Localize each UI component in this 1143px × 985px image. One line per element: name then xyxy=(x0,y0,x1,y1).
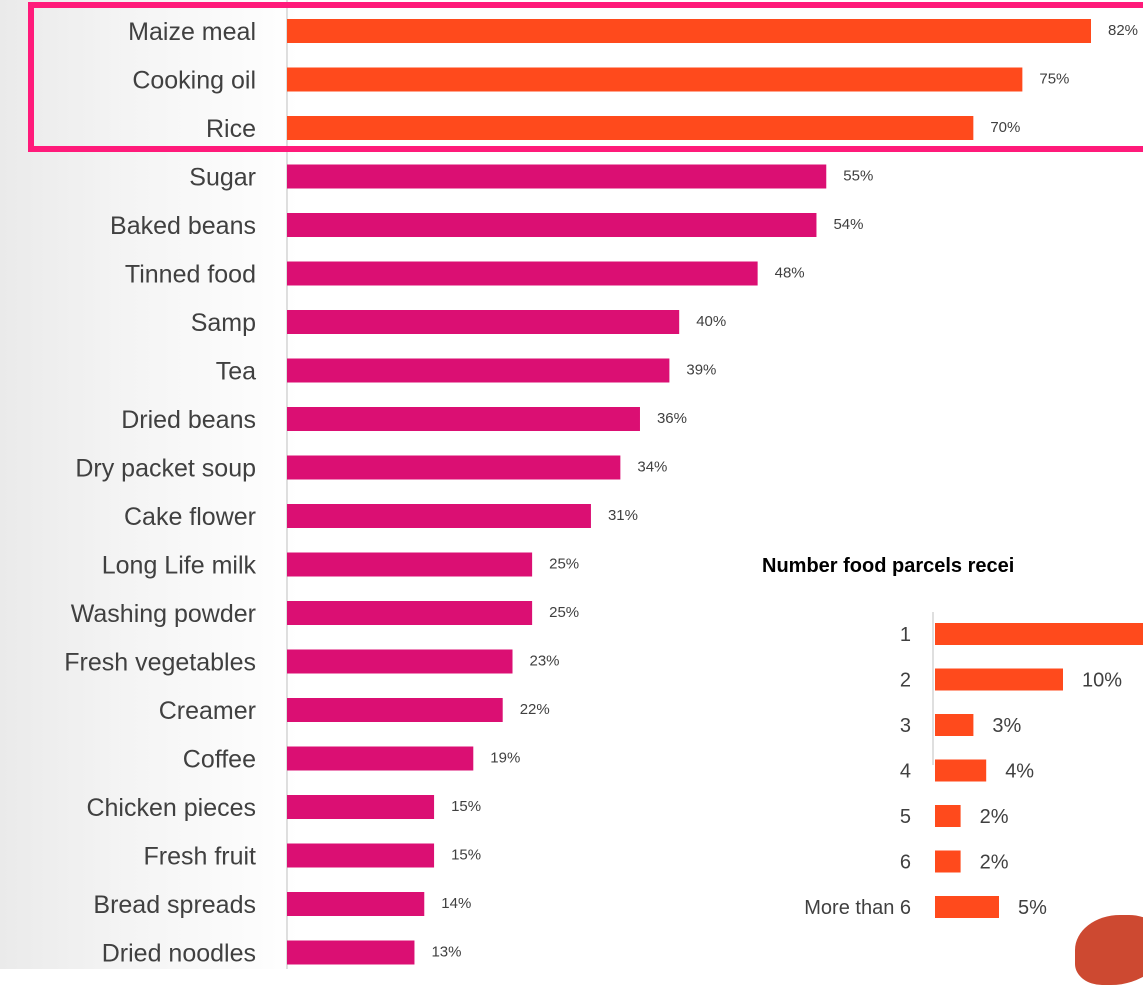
bar-creamer xyxy=(287,698,503,722)
bar-tea xyxy=(287,358,670,383)
category-label-bread-spreads: Bread spreads xyxy=(93,891,256,919)
parcels-value-6: 2% xyxy=(980,852,1009,874)
category-label-samp: Samp xyxy=(191,309,256,337)
parcels-category-2: 2 xyxy=(900,670,911,692)
bar-bread-spreads xyxy=(287,892,425,916)
value-label-tea: 39% xyxy=(686,362,716,379)
bar-cake-flower xyxy=(287,504,591,528)
parcels-category-4: 4 xyxy=(900,761,911,783)
value-label-fresh-vegetables: 23% xyxy=(530,653,560,670)
parcels-bar-1 xyxy=(935,623,1143,645)
bar-cooking-oil xyxy=(287,67,1023,92)
bar-samp xyxy=(287,310,680,334)
parcels-value-2: 10% xyxy=(1082,670,1122,692)
parcels-category-more-than-6: More than 6 xyxy=(804,897,911,919)
value-label-fresh-fruit: 15% xyxy=(451,847,481,864)
parcels-value-3: 3% xyxy=(992,715,1021,737)
bar-coffee xyxy=(287,746,474,771)
value-label-bread-spreads: 14% xyxy=(441,895,471,912)
category-label-baked-beans: Baked beans xyxy=(110,212,256,240)
value-label-sugar: 55% xyxy=(843,168,873,185)
parcels-bar-more-than-6 xyxy=(935,896,999,918)
parcels-chart-title: Number food parcels recei xyxy=(762,555,1014,577)
bar-maize-meal xyxy=(287,19,1091,43)
bar-dried-noodles xyxy=(287,940,415,965)
parcels-bar-4 xyxy=(935,759,987,782)
category-label-fresh-vegetables: Fresh vegetables xyxy=(64,649,256,677)
value-label-baked-beans: 54% xyxy=(833,216,863,233)
category-label-creamer: Creamer xyxy=(159,697,256,725)
category-label-cooking-oil: Cooking oil xyxy=(132,67,256,95)
category-label-rice: Rice xyxy=(206,115,256,143)
bar-tinned-food xyxy=(287,261,758,286)
value-label-maize-meal: 82% xyxy=(1108,22,1138,39)
bar-fresh-fruit xyxy=(287,843,435,868)
value-label-dried-beans: 36% xyxy=(657,410,687,427)
category-label-tinned-food: Tinned food xyxy=(125,261,256,289)
bar-sugar xyxy=(287,164,827,189)
category-label-fresh-fruit: Fresh fruit xyxy=(143,843,256,871)
category-label-long-life-milk: Long Life milk xyxy=(102,552,257,580)
parcels-bar-3 xyxy=(935,714,974,736)
value-label-coffee: 19% xyxy=(490,750,520,767)
value-label-washing-powder: 25% xyxy=(549,604,579,621)
value-label-rice: 70% xyxy=(990,119,1020,136)
value-label-long-life-milk: 25% xyxy=(549,556,579,573)
category-label-sugar: Sugar xyxy=(189,164,256,192)
parcels-value-5: 2% xyxy=(980,806,1009,828)
bar-dry-packet-soup xyxy=(287,455,621,480)
parcels-value-more-than-6: 5% xyxy=(1018,897,1047,919)
value-label-cake-flower: 31% xyxy=(608,507,638,524)
category-label-tea: Tea xyxy=(216,358,256,386)
category-label-washing-powder: Washing powder xyxy=(71,600,256,628)
parcels-bar-2 xyxy=(935,668,1063,691)
bar-rice xyxy=(287,116,974,140)
value-label-chicken-pieces: 15% xyxy=(451,798,481,815)
parcels-bar-5 xyxy=(935,805,961,827)
bar-fresh-vegetables xyxy=(287,649,513,674)
parcels-category-6: 6 xyxy=(900,852,911,874)
parcels-bar-6 xyxy=(935,850,961,873)
value-label-cooking-oil: 75% xyxy=(1039,71,1069,88)
parcels-category-1: 1 xyxy=(900,624,911,646)
value-label-dry-packet-soup: 34% xyxy=(637,459,667,476)
bar-dried-beans xyxy=(287,407,640,431)
category-label-dry-packet-soup: Dry packet soup xyxy=(75,455,256,483)
category-label-maize-meal: Maize meal xyxy=(128,18,256,46)
category-label-cake-flower: Cake flower xyxy=(124,503,256,531)
parcels-value-4: 4% xyxy=(1005,761,1034,783)
bar-long-life-milk xyxy=(287,552,533,577)
background-texture xyxy=(0,0,300,969)
category-label-dried-beans: Dried beans xyxy=(121,406,256,434)
parcels-category-3: 3 xyxy=(900,715,911,737)
category-label-dried-noodles: Dried noodles xyxy=(102,940,256,968)
bar-chicken-pieces xyxy=(287,795,435,819)
bar-washing-powder xyxy=(287,601,533,625)
category-label-coffee: Coffee xyxy=(183,746,256,774)
value-label-tinned-food: 48% xyxy=(775,265,805,282)
parcels-category-5: 5 xyxy=(900,806,911,828)
value-label-dried-noodles: 13% xyxy=(431,944,461,961)
category-label-chicken-pieces: Chicken pieces xyxy=(86,794,256,822)
value-label-creamer: 22% xyxy=(520,701,550,718)
value-label-samp: 40% xyxy=(696,313,726,330)
bar-baked-beans xyxy=(287,213,817,237)
